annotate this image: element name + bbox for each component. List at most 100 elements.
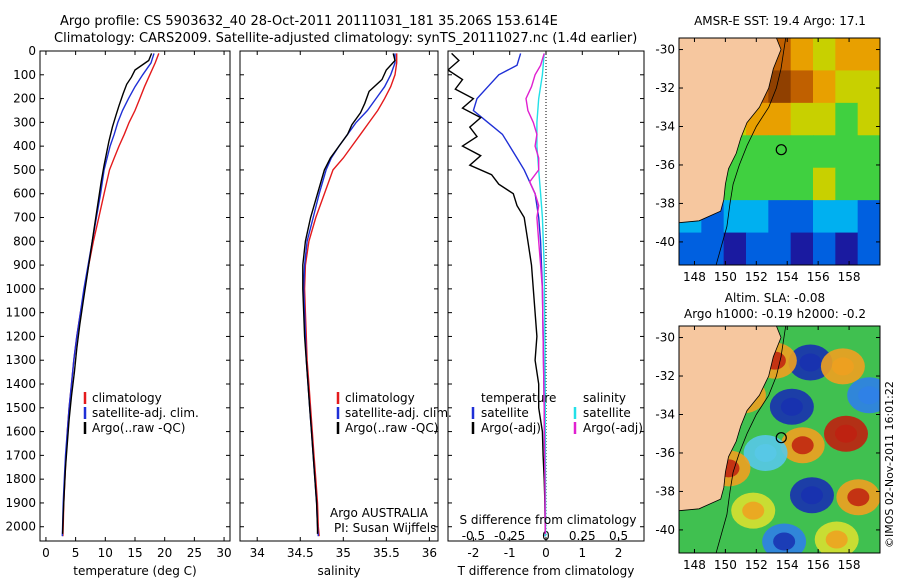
depth-tick-label: 1600 (5, 425, 36, 439)
legend-label: satellite (481, 406, 529, 420)
depth-tick-label: 400 (13, 139, 36, 153)
sst-cell (813, 232, 836, 265)
legend-label: climatology (92, 391, 162, 405)
x-tick-label: 34 (250, 546, 265, 560)
x-tick-label: 30 (216, 546, 231, 560)
sst-cell (857, 38, 880, 72)
difference-xlabel: T difference from climatology (457, 564, 635, 578)
sla-anomaly-core (825, 530, 848, 549)
map-x-tick-label: 158 (838, 558, 861, 572)
sst-cell (835, 38, 859, 72)
sst-map-title: AMSR-E SST: 19.4 Argo: 17.1 (694, 14, 866, 28)
legend-label: satellite (583, 406, 631, 420)
sst-cell (813, 38, 836, 72)
depth-tick-label: 1400 (5, 377, 36, 391)
legend-heading-salinity: salinity (583, 391, 626, 405)
x-tick-label: 10 (98, 546, 113, 560)
sst-cell (768, 167, 792, 201)
sst-cell (835, 232, 859, 265)
sla-anomaly-core (799, 353, 822, 372)
x-tick-label: 34.5 (287, 546, 314, 560)
sst-cell (857, 102, 880, 136)
sst-cell (813, 167, 836, 201)
legend-label: Argo(..raw -QC) (92, 421, 185, 435)
salinity-xlabel: salinity (317, 564, 360, 578)
sla-anomaly-core (831, 357, 854, 376)
credit-text: ©IMOS 02-Nov-2011 16:01:22 (883, 381, 896, 548)
depth-tick-label: 1800 (5, 472, 36, 486)
sla-anomaly-core (780, 397, 803, 416)
shelf-contour (715, 38, 787, 265)
sst-cell (679, 232, 702, 265)
series-line-salinity-satellite (536, 53, 547, 537)
map-y-tick-label: -36 (655, 446, 675, 460)
depth-tick-label: 800 (13, 234, 36, 248)
map-x-tick-label: 154 (776, 558, 799, 572)
legend-heading-temperature: temperature (481, 391, 556, 405)
sla-anomaly-core (791, 436, 814, 455)
map-x-tick-label: 154 (776, 270, 799, 284)
x-tick-label: 1 (578, 546, 586, 560)
x-tick-label: -1 (504, 546, 516, 560)
sst-cell (768, 232, 792, 265)
depth-tick-label: 2000 (5, 520, 36, 534)
x-tick-label: 2 (615, 546, 623, 560)
x-tick-label: 15 (127, 546, 142, 560)
sst-cell (723, 200, 747, 234)
x-tick-label: 20 (157, 546, 172, 560)
sst-cell (813, 200, 836, 234)
map-y-tick-label: -38 (655, 484, 675, 498)
x-tick-label: -2 (467, 546, 479, 560)
map-y-tick-label: -30 (655, 43, 675, 57)
legend-label: Argo(-adj) (481, 421, 541, 435)
map-y-tick-label: -32 (655, 369, 675, 383)
map-y-tick-label: -36 (655, 158, 675, 172)
series-line-climatology (303, 53, 398, 537)
sst-cell (835, 200, 859, 234)
x-tick-label: 0 (42, 546, 50, 560)
series-line-argo-raw-qc- (61, 53, 153, 534)
shelf-contour (715, 326, 787, 553)
salinity-panel (239, 50, 439, 542)
x-tick-label: 5 (72, 546, 80, 560)
sst-cell (768, 102, 792, 136)
depth-tick-label: 500 (13, 163, 36, 177)
series-line-temperature-argo-adj- (448, 52, 546, 534)
depth-tick-label: 1700 (5, 448, 36, 462)
map-y-tick-label: -34 (655, 119, 675, 133)
sst-cell (790, 70, 814, 104)
sst-cell (813, 102, 836, 136)
legend-label: Argo(..raw -QC) (345, 421, 438, 435)
depth-axis: 0 100 200 300 400 500 600 700 800 900 1000 1100 1200… (5, 44, 644, 534)
map-y-tick-label: -38 (655, 196, 675, 210)
sla-map-title-line1: Altim. SLA: -0.08 (725, 291, 825, 305)
sst-cell (746, 200, 769, 234)
x-tick-label: 36 (422, 546, 437, 560)
map-y-tick-label: -40 (655, 235, 675, 249)
x-tick-label-salinity: 0.5 (609, 529, 628, 543)
map-x-tick-label: 156 (807, 270, 830, 284)
sla-anomaly-core (742, 501, 765, 520)
x-tick-label-salinity: -0.5 (462, 529, 485, 543)
depth-tick-label: 1100 (5, 306, 36, 320)
sst-cell (790, 102, 814, 136)
sst-cell (746, 167, 769, 201)
map-x-tick-label: 148 (683, 270, 706, 284)
depth-tick-label: 1300 (5, 353, 36, 367)
sst-cell (857, 167, 880, 201)
sst-cell (768, 200, 792, 234)
sla-map-frame (678, 325, 881, 554)
depth-tick-label: 600 (13, 187, 36, 201)
x-tick-label: 25 (187, 546, 202, 560)
temperature-series (61, 53, 160, 537)
map-y-tick-label: -32 (655, 81, 675, 95)
sst-map-frame (678, 37, 881, 266)
sst-cell (835, 135, 859, 169)
land-mass (679, 326, 782, 512)
legend-label: climatology (345, 391, 415, 405)
series-line-argo-raw-qc- (302, 53, 396, 534)
depth-tick-label: 900 (13, 258, 36, 272)
sst-cell (790, 200, 814, 234)
sla-map (679, 326, 880, 553)
